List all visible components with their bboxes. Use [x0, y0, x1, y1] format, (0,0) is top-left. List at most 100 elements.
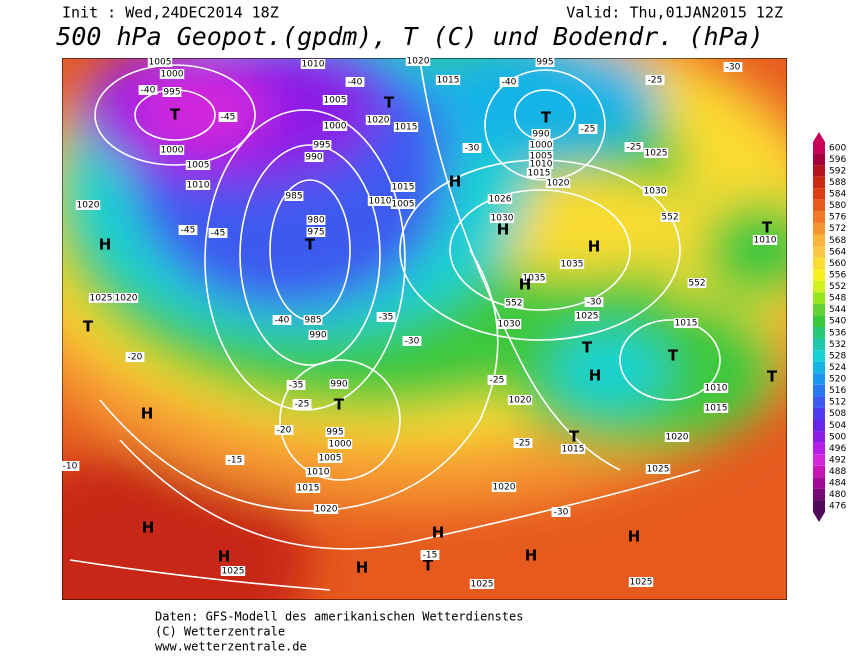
colorbar-label: 520	[829, 375, 846, 385]
colorbar-arrow	[813, 132, 825, 142]
contour-label: 975	[307, 228, 324, 238]
label-box	[624, 142, 644, 152]
pressure-center: H	[356, 559, 369, 577]
label-box	[507, 395, 533, 405]
label-box	[304, 152, 324, 162]
colorbar-label: 556	[829, 270, 846, 280]
contour-label: 995	[163, 88, 180, 98]
label-box	[367, 196, 393, 206]
contour-label: 995	[326, 428, 343, 438]
colorbar-label: 504	[829, 421, 846, 431]
pressure-center: T	[423, 557, 434, 575]
colorbar-swatch	[813, 269, 825, 281]
colorbar-label: 568	[829, 236, 846, 246]
colorbar-label: 512	[829, 398, 846, 408]
colorbar-swatch	[813, 303, 825, 316]
colorbar-swatch	[813, 222, 825, 235]
label-box	[513, 438, 533, 448]
contour-label: 1025	[630, 578, 653, 588]
label-box	[300, 59, 326, 69]
colorbar-swatch	[813, 327, 825, 339]
contour-label: -40	[275, 316, 290, 326]
colorbar-swatch	[813, 407, 825, 420]
label-box	[274, 425, 294, 435]
colorbar-swatch	[813, 165, 825, 177]
label-box	[284, 191, 304, 201]
contour-label: 1025	[647, 465, 670, 475]
pressure-center: T	[767, 368, 778, 386]
contour-label: -15	[228, 456, 243, 466]
label-box	[159, 69, 185, 79]
pressure-center: H	[588, 238, 601, 256]
label-box	[687, 278, 707, 288]
contour-label: 1000	[530, 141, 553, 151]
label-box	[317, 453, 343, 463]
contour-label: 1035	[561, 260, 584, 270]
map-title: 500 hPa Geopot.(gpdm), T (C) und Bodendr…	[56, 22, 763, 51]
label-box	[703, 383, 729, 393]
colorbar-swatch	[813, 488, 825, 501]
contour-label: -25	[648, 76, 663, 86]
contour-label: 1015	[297, 484, 320, 494]
label-box	[435, 75, 461, 85]
label-box	[306, 215, 326, 225]
label-box	[402, 336, 422, 346]
contour-label: 1020	[509, 396, 532, 406]
contour-label: -45	[211, 229, 226, 239]
label-box	[113, 293, 139, 303]
label-box	[531, 129, 551, 139]
contour-label: 1005	[324, 96, 347, 106]
pressure-center: H	[141, 405, 154, 423]
pressure-center: H	[99, 236, 112, 254]
contour-label: 1000	[329, 440, 352, 450]
colorbar-arrow	[813, 512, 825, 522]
label-box	[703, 403, 729, 413]
contour-label: 985	[304, 316, 321, 326]
pressure-center: H	[432, 524, 445, 542]
label-box	[329, 379, 349, 389]
contour-label: 1010	[302, 60, 325, 70]
contour-label: 1005	[187, 161, 210, 171]
label-box	[645, 464, 671, 474]
label-box	[208, 228, 228, 238]
label-box	[584, 297, 604, 307]
colorbar-swatch	[813, 257, 825, 270]
contour-label: -30	[405, 337, 420, 347]
label-box	[313, 504, 339, 514]
contour-label: -45	[221, 113, 236, 123]
colorbar-swatch	[813, 188, 825, 200]
contour-label: 990	[532, 130, 549, 140]
contour-label: -20	[128, 353, 143, 363]
label-box	[185, 180, 211, 190]
contour-label: 552	[688, 279, 705, 289]
colorbar-swatch	[813, 142, 825, 154]
colorbar-label: 500	[829, 432, 846, 442]
label-box	[551, 507, 571, 517]
label-box	[528, 159, 554, 169]
contour-label: 1030	[644, 187, 667, 197]
contour-label: 1015	[395, 123, 418, 133]
contour-label: 1010	[705, 384, 728, 394]
label-box	[487, 375, 507, 385]
pressure-center: T	[170, 106, 181, 124]
pressure-center: H	[525, 547, 538, 565]
contour-label: 1025	[90, 294, 113, 304]
contour-label: 1020	[115, 294, 138, 304]
colorbar-swatch	[813, 338, 825, 351]
colorbar-label: 544	[829, 305, 846, 315]
label-box	[469, 579, 495, 589]
label-box	[560, 444, 586, 454]
colorbar-swatch	[813, 280, 825, 293]
contour-label: -25	[295, 400, 310, 410]
contour-label: 990	[305, 153, 322, 163]
colorbar-swatch	[813, 431, 825, 443]
label-box	[365, 115, 391, 125]
colorbar-label: 524	[829, 363, 846, 373]
label-box	[545, 178, 571, 188]
label-box	[535, 57, 555, 67]
colorbar-label: 564	[829, 247, 846, 257]
contour-label: 1000	[324, 122, 347, 132]
colorbar-label: 584	[829, 190, 846, 200]
colorbar-label: 528	[829, 351, 846, 361]
